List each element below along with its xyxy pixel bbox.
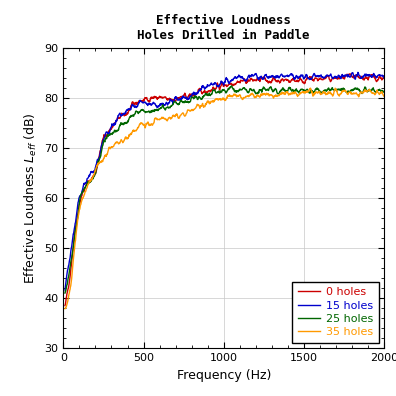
- 0 holes: [63, 303, 67, 308]
- 15 holes: [317, 73, 322, 78]
- Line: 25 holes: 25 holes: [65, 86, 384, 293]
- 35 holes: [203, 101, 208, 106]
- 25 holes: [282, 87, 287, 92]
- 15 holes: [282, 74, 286, 79]
- 35 holes: [382, 94, 386, 99]
- 25 holes: [318, 89, 322, 93]
- 0 holes: [312, 79, 316, 84]
- 35 holes: [95, 162, 100, 167]
- 35 holes: [63, 306, 67, 311]
- 15 holes: [95, 157, 100, 162]
- 0 holes: [348, 71, 352, 76]
- 35 holes: [318, 90, 322, 95]
- X-axis label: Frequency (Hz): Frequency (Hz): [177, 369, 271, 382]
- 15 holes: [312, 71, 316, 76]
- 35 holes: [192, 107, 196, 112]
- 15 holes: [382, 76, 386, 80]
- 0 holes: [382, 74, 386, 78]
- 35 holes: [308, 86, 313, 90]
- 25 holes: [63, 291, 67, 295]
- 25 holes: [382, 89, 386, 94]
- Line: 0 holes: 0 holes: [65, 74, 384, 306]
- 15 holes: [63, 287, 67, 292]
- 25 holes: [95, 162, 100, 167]
- 0 holes: [95, 163, 100, 168]
- 0 holes: [203, 90, 208, 95]
- 0 holes: [317, 76, 322, 81]
- 25 holes: [192, 95, 196, 100]
- 25 holes: [203, 91, 208, 95]
- Title: Effective Loudness
Holes Drilled in Paddle: Effective Loudness Holes Drilled in Padd…: [137, 14, 310, 42]
- 35 holes: [282, 90, 286, 95]
- Legend: 0 holes, 15 holes, 25 holes, 35 holes: 0 holes, 15 holes, 25 holes, 35 holes: [292, 282, 379, 343]
- 25 holes: [229, 84, 234, 88]
- 15 holes: [356, 70, 360, 75]
- Line: 35 holes: 35 holes: [65, 88, 384, 308]
- 35 holes: [312, 91, 316, 96]
- 0 holes: [192, 94, 196, 99]
- 15 holes: [192, 90, 196, 95]
- 15 holes: [203, 86, 208, 91]
- 25 holes: [312, 89, 316, 94]
- 0 holes: [282, 78, 286, 82]
- Line: 15 holes: 15 holes: [65, 72, 384, 290]
- Y-axis label: Effective Loudness $L_{eff}$ (dB): Effective Loudness $L_{eff}$ (dB): [23, 112, 39, 284]
